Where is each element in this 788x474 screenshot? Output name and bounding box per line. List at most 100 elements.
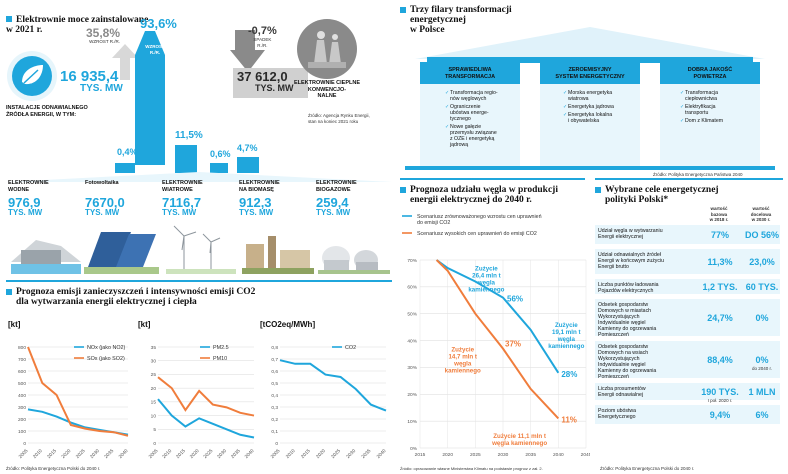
y-tick-label: 0,8 [271, 345, 278, 351]
goals-title: Wybrane cele energetycznej polityki Pols… [595, 185, 783, 205]
y-tick-label: 5 [153, 427, 156, 433]
bar-fotowoltaika [135, 31, 165, 165]
legend-label: Scenariusz zrównoważonego wzrostu cen up… [417, 214, 542, 220]
hydro-plant-icon [11, 240, 81, 274]
goals-col1-header: wartość bazowa w 2018 r. [709, 206, 729, 222]
y-tick-label: 50% [407, 312, 417, 318]
x-tick-label: 2020 [442, 452, 453, 458]
y-tick-label: 500 [18, 381, 26, 387]
annotation-text: 19,1 mln t [552, 329, 581, 336]
x-tick-label: 2015 [175, 448, 187, 460]
pillar-point: Energetyka lokalna i obywatelska [563, 112, 635, 124]
card-4: Elektrownie biogazowe 259,4 tys. MW [316, 180, 357, 217]
y-tick-label: 0 [23, 441, 26, 447]
y-tick-label: 25 [151, 372, 157, 378]
x-tick-label: 2030 [345, 448, 357, 460]
emissions-source: Źródło: Polityka Energetyczna Polski do … [6, 466, 101, 471]
goals-divider [595, 178, 783, 180]
growth-arrow-icon [112, 44, 138, 80]
table-row: Liczba punktów ładowania Pojazdów elektr… [595, 278, 780, 296]
installed-source: Źródło: Agencja Rynku Energii, stan na k… [308, 113, 370, 124]
legend-label: NOx (jako NO2) [87, 345, 126, 351]
series-line [435, 259, 560, 420]
pillar-1-title: Zeroemisyjny system energetyczny [555, 67, 625, 80]
pillar-point: Nowe gałęzie przemysłu związane z OZE i … [445, 124, 517, 148]
y-tick-label: 0,3 [271, 405, 278, 411]
annotation-text: Zużycie [555, 322, 578, 329]
bar-biomasa [210, 163, 228, 173]
y-axis-label: [tCO2eq/MWh] [260, 320, 315, 329]
y-tick-label: 40% [407, 338, 417, 344]
section-marker-icon [6, 16, 12, 22]
legend-label: CO2 [345, 345, 356, 351]
total-value: 16 935,4 tys. MW [60, 68, 123, 94]
y-tick-label: 0% [410, 446, 418, 452]
card-3: Elektrownie na biomasę 912,3 tys. MW [239, 180, 280, 217]
x-tick-label: 2035 [360, 448, 372, 460]
wind-turbines-icon [166, 225, 236, 274]
x-tick-label: 2020 [60, 448, 72, 460]
emissions-title: Prognoza emisji zanieczyszczeń i intensy… [6, 287, 392, 307]
coal-title: Prognoza udziału węgla w produkcji energ… [400, 185, 590, 205]
point-label: 11% [561, 415, 577, 424]
goals-source: Źródło: Polityka Energetyczna Polski do … [600, 466, 695, 471]
annotation-text: Zużycie [475, 266, 498, 273]
target-value: 0% [755, 355, 769, 365]
pillar-2-title: Dobra jakość powietrza [687, 67, 733, 80]
x-tick-label: 2030 [498, 452, 509, 458]
table-row: Odsetek gospodarstw Domowych w miastach … [595, 298, 780, 338]
cards-illustrations [6, 222, 392, 274]
annotation-text: kamiennego [548, 343, 584, 350]
pillars-base [405, 166, 775, 170]
cards-strip [6, 172, 392, 276]
target-value: 0% [755, 313, 769, 323]
x-tick-label: 2015 [46, 448, 58, 460]
x-tick-label: 2025 [75, 448, 87, 460]
card-0: Elektrownie wodne 976,9 tys. MW [8, 180, 49, 217]
card-1: Fotowoltaika 7670,0 tys. MW [85, 180, 125, 217]
biogas-plant-icon [318, 246, 390, 274]
section-marker-icon [6, 289, 12, 295]
emissions-divider [6, 280, 392, 282]
bar-percent-2: 11,5% [175, 130, 203, 141]
x-tick-label: 2025 [202, 448, 214, 460]
renewable-leaf-icon [7, 51, 57, 101]
table-row: Liczba prosumentów Energii odnawialnej 19… [595, 382, 780, 403]
y-tick-label: 100 [18, 429, 26, 435]
y-tick-label: 0,5 [271, 381, 278, 387]
x-tick-label: 2040 [376, 448, 388, 460]
row-label: Odsetek gospodarstw Domowych na wsiach W… [598, 344, 657, 380]
table-row: Odsetek gospodarstw Domowych na wsiach W… [595, 340, 780, 380]
row-label: Liczba prosumentów Energii odnawialnej [598, 386, 646, 398]
pillars-source: Źródło: Polityka Energetyczna Państwa 20… [653, 172, 743, 177]
pillar-point: Transformacja regio- nów węglowych [445, 90, 517, 102]
pillars-columns [420, 62, 760, 166]
x-tick-label: 2035 [230, 448, 242, 460]
y-tick-label: 0,4 [271, 393, 278, 399]
legend-label: PM10 [213, 356, 227, 362]
x-tick-label: 2025 [470, 452, 481, 458]
annotation-text: 14,7 mln t [448, 353, 477, 360]
section-marker-icon [400, 187, 406, 193]
target-value: DO 56% [744, 230, 779, 240]
series-line [157, 398, 255, 439]
thermal-value: 37 612,0 tys. MW [237, 69, 294, 93]
y-tick-label: 600 [18, 369, 26, 375]
y-tick-label: 35 [151, 345, 157, 351]
pillar-0-title: Sprawiedliwa transformacja [444, 67, 496, 80]
goals-col2-header: wartość docelowa w 2030 r. [750, 206, 772, 222]
y-tick-label: 0 [153, 441, 156, 447]
chart-co2: [tCO2eq/MWh] 0 0,1 0,2 0,3 0,4 0,5 0,6 0,7 0,8 200… [260, 320, 388, 460]
y-tick-label: 60% [407, 285, 417, 291]
bar-percent-0: 0,4% [117, 147, 138, 157]
row-note: do 2040 r. [751, 366, 773, 371]
card-2: Elektrownie wiatrowe 7116,7 tys. MW [162, 180, 203, 217]
x-tick-label: 2005 [270, 448, 282, 460]
x-tick-label: 2005 [18, 448, 30, 460]
goals-table: Udział węgla w wytwarzaniu Energii elekt… [595, 224, 783, 462]
cards-chevron [6, 172, 392, 182]
y-tick-label: 700 [18, 357, 26, 363]
annotation-text: 26,4 mln t [472, 273, 501, 280]
x-tick-label: 2025 [330, 448, 342, 460]
